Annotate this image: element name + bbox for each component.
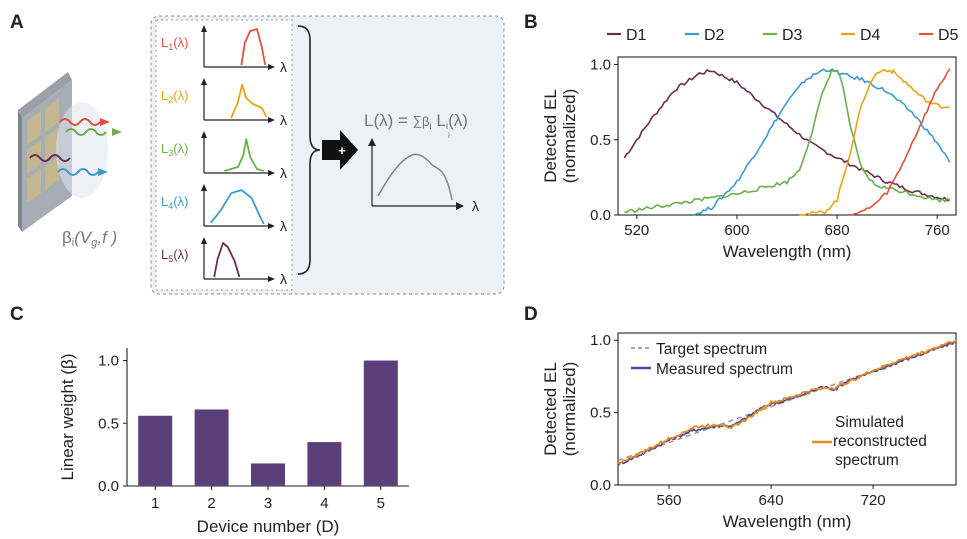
chart-b: 520 600 680 760 0.0 0.5 1.0 Wavelength (nm) Dete… [541,27,959,261]
legend-label-d1: D1 [626,27,647,44]
legend-label-simulated-0: Simulated [835,414,904,431]
y-tick-label-1: 0.5 [590,405,611,422]
x-tick-label-560: 560 [657,492,682,509]
x-tick-label-c-3: 3 [264,495,272,512]
combined-spectrum-axes [368,138,464,210]
mini-spectrum-3 [224,138,265,172]
x-tick-label-680: 680 [825,222,850,239]
y-tick-label-c-0: 0.0 [98,478,119,495]
device-illustration [18,72,122,232]
legend-label-d2: D2 [704,27,725,44]
mini-spectrum-1 [240,28,267,66]
y-tick-label-2: 1.0 [590,332,611,349]
x-tick-label-600: 600 [724,222,749,239]
mini-x-arrow-4 [268,223,275,229]
mini-x-arrow-3 [268,170,275,176]
series-line-d2 [692,68,951,216]
plus-sign: + [338,143,346,158]
y-axis-label-b: Detected EL [541,89,560,183]
curly-brace [297,25,321,275]
spectrum-label-3: L3(λ) [161,141,188,158]
panel-letter-a: A [10,12,24,33]
y-axis-sublabel-d: (normalized) [560,362,579,456]
y-tick-label-c-2: 1.0 [98,353,119,370]
mini-spectrum-4 [210,189,265,225]
spectrum-label-2: L2(λ) [161,88,188,105]
bar-device-5 [363,360,398,486]
mini-y-arrow-1 [201,25,207,32]
x-axis-label-b: Wavelength (nm) [723,242,852,261]
y-axis-label-c: Linear weight (β) [58,354,77,481]
mini-lambda-5: λ [280,271,287,287]
device-weight-label: βi(Vg,f ) [62,228,117,249]
series-line-d1 [623,68,950,202]
plus-arrow-icon [322,130,358,170]
equation: L(λ) = ∑βi Li(λ) [364,111,468,132]
mini-y-arrow-4 [201,184,207,191]
legend-label-d4: D4 [860,27,881,44]
mini-lambda-3: λ [280,165,287,181]
x-axis-label-c: Device number (D) [197,517,340,536]
x-tick-label-760: 760 [925,222,950,239]
series-line-measured [617,340,957,467]
mini-spectrum-5 [213,242,241,278]
plot-frame-d [617,332,957,486]
mini-y-arrow-3 [201,131,207,138]
bar-device-1 [138,415,173,486]
series-line-d4 [799,68,951,216]
mini-lambda-4: λ [280,218,287,234]
x-tick-label-720: 720 [861,492,886,509]
spectrum-label-4: L4(λ) [161,194,188,211]
mini-spectra-group: L1(λ) λ L2(λ) λ L3(λ) λ L4(λ) λ L5(λ) λ [161,25,287,287]
series-line-d3 [624,69,951,214]
spectrum-label-5: L5(λ) [161,247,188,264]
bar-device-2 [194,409,229,486]
mini-x-arrow-2 [268,117,275,123]
y-tick-label-0: 0.0 [590,477,611,494]
panel-letter-c: C [10,304,24,325]
combined-lambda-label: λ [472,198,479,214]
legend-label-simulated-2: spectrum [835,452,899,469]
x-tick-label-520: 520 [624,222,649,239]
x-tick-label-c-5: 5 [377,495,385,512]
bar-device-4 [307,442,342,486]
x-tick-label-c-2: 2 [207,495,215,512]
chart-d: 560 640 720 0.0 0.5 1.0 Wavelength (nm) Detecte… [541,332,957,531]
plot-frame-b [617,56,957,216]
series-line-d5 [849,68,951,216]
x-tick-label-640: 640 [759,492,784,509]
combined-spectrum-curve [377,153,453,201]
legend-label-simulated-1: reconstructed [833,433,927,450]
bar-device-3 [251,463,285,486]
legend-label-measured: Measured spectrum [656,361,793,378]
x-tick-label-c-4: 4 [320,495,328,512]
y-axis-label-d: Detected EL [541,362,560,456]
legend-label-d5: D5 [938,27,959,44]
mini-x-arrow-1 [268,64,275,70]
y-tick-label-2: 1.0 [590,57,611,74]
mini-lambda-2: λ [280,112,287,128]
y-tick-label-1: 0.5 [590,132,611,149]
series-line-simulated [617,339,957,465]
panel-letter-b: B [524,12,538,33]
y-tick-label-0: 0.0 [590,207,611,224]
mini-spectrum-2 [230,83,268,119]
mini-x-arrow-5 [268,276,275,282]
chart-c: 0.0 0.5 1.0 1 2 3 4 5 Device number (D) Linear we… [58,348,409,536]
equation-sum-index: i [448,131,450,140]
y-tick-label-c-1: 0.5 [98,415,119,432]
x-tick-label-c-1: 1 [151,495,159,512]
legend-label-target: Target spectrum [656,341,767,358]
mini-lambda-1: λ [280,59,287,75]
mini-y-arrow-2 [201,78,207,85]
mini-y-arrow-5 [201,237,207,244]
spectrum-label-1: L1(λ) [161,35,188,52]
panel-letter-d: D [524,304,538,325]
y-axis-sublabel-b: (normalized) [560,89,579,183]
legend-label-d3: D3 [782,27,803,44]
x-axis-label-d: Wavelength (nm) [723,512,852,531]
